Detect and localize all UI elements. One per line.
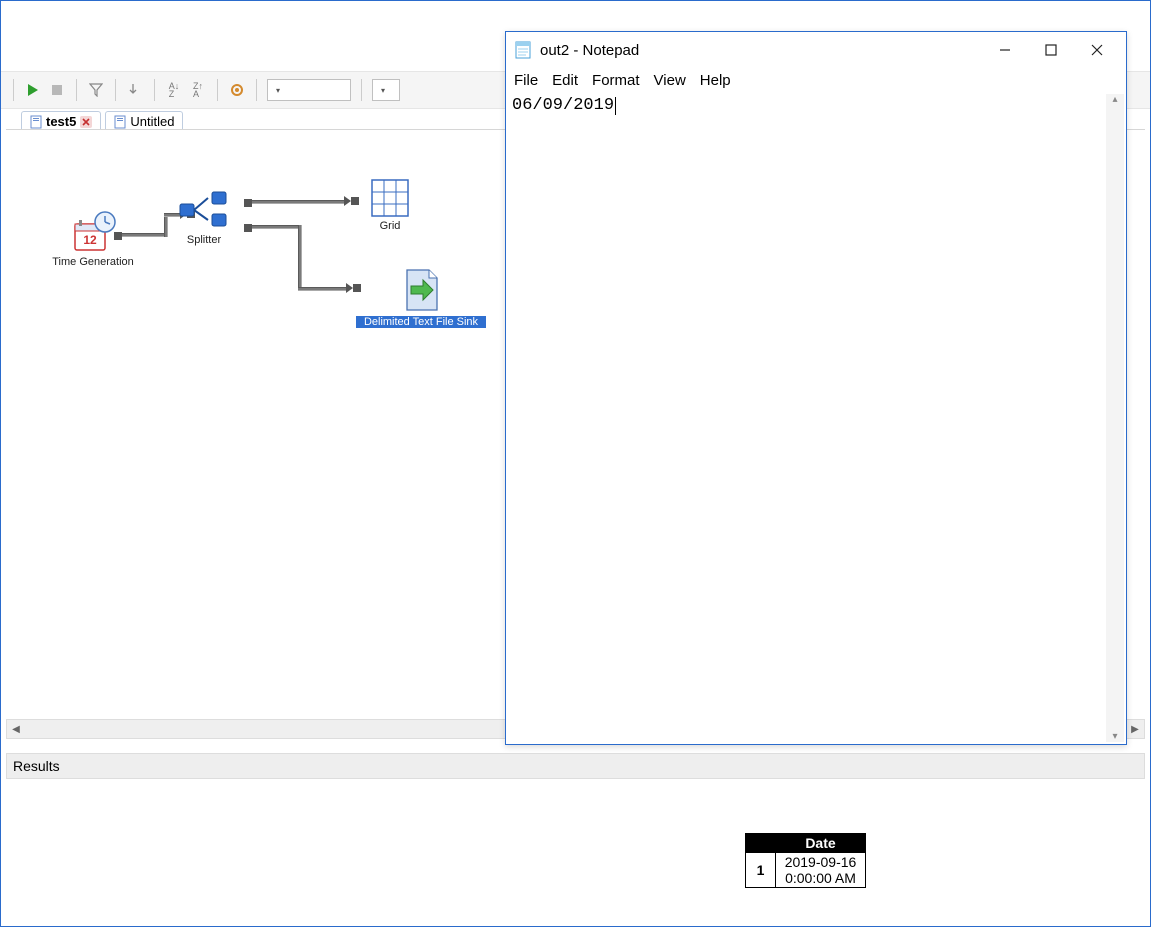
tab-label: Untitled bbox=[130, 114, 174, 129]
splitter-icon bbox=[178, 188, 230, 232]
tab-label: test5 bbox=[46, 114, 76, 129]
node-grid[interactable]: Grid bbox=[362, 178, 418, 232]
results-col-date: Date bbox=[776, 834, 866, 853]
notepad-vertical-scrollbar[interactable]: ▴ ▾ bbox=[1106, 94, 1124, 742]
menu-file[interactable]: File bbox=[514, 72, 538, 89]
document-tabs: test5 Untitled bbox=[21, 111, 183, 131]
menu-format[interactable]: Format bbox=[592, 72, 640, 89]
toolbar-combo-2[interactable]: ▾ bbox=[372, 79, 400, 101]
node-delimited-text-file-sink[interactable]: Delimited Text File Sink bbox=[356, 266, 486, 328]
stop-icon[interactable] bbox=[48, 81, 66, 99]
sort-down-icon[interactable] bbox=[126, 81, 144, 99]
gear-icon[interactable] bbox=[228, 81, 246, 99]
tab-untitled[interactable]: Untitled bbox=[105, 111, 183, 131]
node-label: Splitter bbox=[174, 234, 234, 246]
notepad-icon bbox=[514, 40, 532, 60]
node-label: Time Generation bbox=[48, 256, 138, 268]
node-label: Delimited Text File Sink bbox=[356, 316, 486, 328]
node-label: Grid bbox=[362, 220, 418, 232]
document-icon bbox=[114, 115, 126, 129]
calendar-clock-icon: 12 bbox=[69, 210, 117, 254]
node-time-generation[interactable]: 12 Time Generation bbox=[48, 210, 138, 268]
notepad-text-area[interactable]: 06/09/2019 bbox=[508, 94, 1124, 742]
table-row[interactable]: 1 2019-09-16 0:00:00 AM bbox=[746, 853, 866, 888]
notepad-titlebar[interactable]: out2 - Notepad bbox=[506, 32, 1126, 68]
menu-view[interactable]: View bbox=[654, 72, 686, 89]
menu-edit[interactable]: Edit bbox=[552, 72, 578, 89]
node-splitter[interactable]: Splitter bbox=[174, 188, 234, 246]
scroll-left-icon[interactable]: ◀ bbox=[7, 724, 25, 735]
cell-date: 2019-09-16 0:00:00 AM bbox=[776, 853, 866, 888]
close-icon[interactable] bbox=[80, 116, 92, 128]
sort-az-icon[interactable]: A↓Z bbox=[165, 81, 183, 99]
notepad-content: 06/09/2019 bbox=[512, 96, 614, 115]
results-col-rownum bbox=[746, 834, 776, 853]
sort-za-icon[interactable]: Z↑A bbox=[189, 81, 207, 99]
row-number: 1 bbox=[746, 853, 776, 888]
document-icon bbox=[30, 115, 42, 129]
notepad-menubar: File Edit Format View Help bbox=[506, 68, 1126, 92]
notepad-window[interactable]: out2 - Notepad File Edit Format View Hel… bbox=[505, 31, 1127, 745]
results-table: Date 1 2019-09-16 0:00:00 AM bbox=[745, 833, 866, 888]
scroll-down-icon[interactable]: ▾ bbox=[1106, 731, 1124, 742]
close-button[interactable] bbox=[1074, 35, 1120, 65]
file-export-icon bbox=[399, 266, 443, 314]
grid-icon bbox=[370, 178, 410, 218]
results-panel-header: Results bbox=[6, 753, 1145, 779]
text-caret bbox=[615, 97, 616, 115]
minimize-button[interactable] bbox=[982, 35, 1028, 65]
notepad-title: out2 - Notepad bbox=[540, 42, 982, 59]
filter-icon[interactable] bbox=[87, 81, 105, 99]
svg-text:12: 12 bbox=[83, 233, 97, 247]
scroll-up-icon[interactable]: ▴ bbox=[1106, 94, 1124, 105]
toolbar-combo-1[interactable]: ▾ bbox=[267, 79, 351, 101]
menu-help[interactable]: Help bbox=[700, 72, 731, 89]
run-icon[interactable] bbox=[24, 81, 42, 99]
scroll-right-icon[interactable]: ▶ bbox=[1126, 724, 1144, 735]
maximize-button[interactable] bbox=[1028, 35, 1074, 65]
tab-test5[interactable]: test5 bbox=[21, 111, 101, 131]
